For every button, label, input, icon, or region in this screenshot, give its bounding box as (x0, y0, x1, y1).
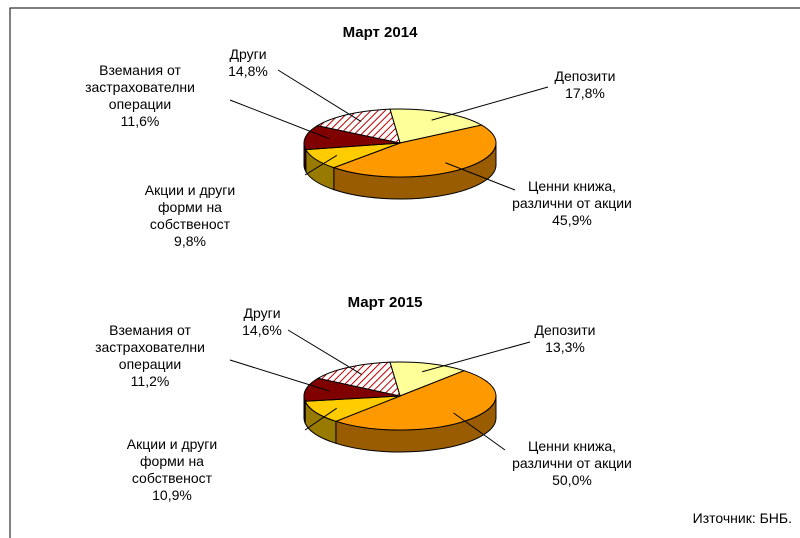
category-label: Депозити (554, 68, 616, 84)
slice-label: Акции и други форми на собственост 9,8% (145, 182, 235, 250)
slice-label: Други 14,6% (242, 305, 282, 339)
leader-line (287, 329, 362, 375)
leader-line (445, 162, 516, 191)
category-label: Акции и други форми на собственост (126, 436, 218, 486)
value-label: 9,8% (174, 233, 206, 249)
value-label: 13,3% (545, 339, 585, 355)
category-label: Акции и други форми на собственост (144, 182, 236, 232)
slice-label: Ценни книжа, различни от акции 50,0% (512, 438, 632, 489)
category-label: Други (243, 305, 281, 321)
slice-label: Вземания от застрахователни операции 11,2… (95, 322, 205, 390)
value-label: 10,9% (152, 487, 192, 503)
value-label: 17,8% (565, 85, 605, 101)
leader-line (453, 412, 506, 451)
category-label: Ценни книжа, различни от акции (512, 438, 632, 471)
value-label: 11,2% (130, 373, 170, 389)
category-label: Други (229, 46, 267, 62)
leader-line (277, 69, 362, 122)
slice-label: Акции и други форми на собственост 10,9% (127, 436, 217, 504)
chart-title: Март 2015 (347, 294, 423, 311)
category-label: Депозити (534, 322, 596, 338)
value-label: 11,6% (120, 113, 160, 129)
value-label: 50,0% (552, 472, 592, 488)
leader-line (229, 359, 330, 392)
pie-slice (303, 377, 401, 402)
slice-label: Вземания от застрахователни операции 11,6… (85, 62, 195, 130)
frame (9, 7, 800, 538)
pie-slice (303, 125, 401, 151)
pie-slice (316, 108, 401, 144)
pie-slice (389, 361, 466, 397)
leader-line (304, 154, 338, 176)
pie-slice (389, 108, 483, 144)
source-note: Източник: БНБ. (692, 510, 792, 526)
value-label: 14,6% (242, 322, 282, 338)
value-label: 45,9% (552, 212, 592, 228)
slice-label: Други 14,8% (228, 46, 268, 80)
category-label: Вземания от застрахователни операции (85, 62, 195, 112)
chart-title: Март 2014 (342, 24, 418, 41)
pie-slice (332, 124, 497, 178)
slice-label: Депозити 17,8% (555, 68, 616, 102)
leader-line (422, 341, 531, 373)
value-label: 14,8% (228, 63, 268, 79)
category-label: Ценни книжа, различни от акции (512, 178, 632, 211)
slice-label: Депозити 13,3% (535, 322, 596, 356)
leader-line (431, 86, 549, 121)
leader-line (304, 407, 338, 431)
category-label: Вземания от застрахователни операции (95, 322, 205, 372)
slice-label: Ценни книжа, различни от акции 45,9% (512, 178, 632, 229)
leader-line (229, 99, 330, 140)
